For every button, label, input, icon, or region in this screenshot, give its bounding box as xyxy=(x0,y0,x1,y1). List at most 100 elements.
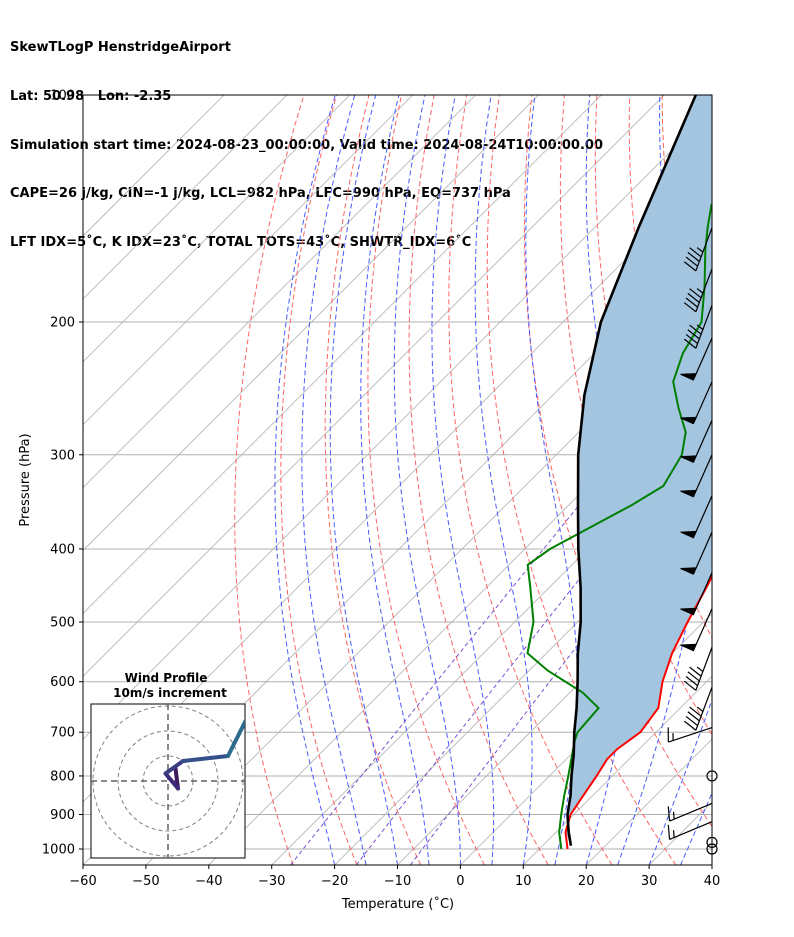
wind-barb-staff xyxy=(692,572,713,615)
wind-barb-staff xyxy=(695,227,713,272)
hodograph-subtitle: 10m/s increment xyxy=(113,686,227,700)
y-tick-label: 400 xyxy=(50,542,75,557)
wind-barb-full xyxy=(683,302,697,313)
wind-barb-staff xyxy=(695,647,713,691)
wind-barb-half xyxy=(672,830,675,838)
wind-barb-flag xyxy=(680,530,697,539)
temperature-line xyxy=(564,574,712,850)
wind-barb-flag xyxy=(680,416,697,425)
isotherm-line xyxy=(83,95,602,614)
isotherm-line xyxy=(334,487,712,865)
wind-barb-staff xyxy=(692,454,713,498)
dry-adiabat xyxy=(523,95,712,828)
wind-barb-half xyxy=(672,811,675,820)
y-axis: 100 200 300 400 500 600 700 800 900 1000 xyxy=(42,89,83,858)
x-tick-label: −20 xyxy=(321,874,348,889)
wind-barb-half xyxy=(696,324,704,331)
wind-barb-full xyxy=(683,261,697,272)
time-line: Simulation start time: 2024-08-23_00:00:… xyxy=(10,137,603,153)
wind-barb-full xyxy=(683,338,697,349)
wind-barb-flag xyxy=(680,567,697,575)
x-tick-label: 10 xyxy=(515,874,532,889)
moist-adiabat xyxy=(393,95,461,865)
isotherm-line xyxy=(83,95,351,363)
y-axis-label: Pressure (hPa) xyxy=(18,433,33,526)
dry-adiabat xyxy=(280,95,358,865)
hodograph-segment xyxy=(248,674,263,717)
wind-barb-full xyxy=(683,720,697,731)
wind-barb-full xyxy=(689,288,702,299)
wind-barb-full xyxy=(685,297,698,308)
dry-adiabat xyxy=(727,95,794,865)
moist-adiabat xyxy=(301,95,367,865)
wind-barb-staff xyxy=(692,608,713,651)
parcel-line xyxy=(566,95,697,846)
dry-adiabat xyxy=(367,95,485,865)
hodograph-inset: Wind Profile 10m/s increment xyxy=(90,589,294,859)
wind-barb-full xyxy=(689,706,702,717)
wind-barb-flag xyxy=(680,455,697,463)
isotherm-line xyxy=(775,95,794,865)
cape-shading xyxy=(565,95,712,846)
hodograph-trace xyxy=(163,589,294,791)
wind-barb-staff xyxy=(695,686,713,731)
x-tick-label: 20 xyxy=(578,874,595,889)
dry-adiabat xyxy=(234,95,305,865)
hodograph-segment xyxy=(163,771,180,791)
dry-adiabat xyxy=(324,95,422,865)
x-tick-label: −40 xyxy=(195,874,222,889)
wind-barb-half xyxy=(696,247,704,253)
cape-line: CAPE=26 j/kg, CIN=-1 j/kg, LCL=982 hPa, … xyxy=(10,186,511,202)
y-tick-label: 1000 xyxy=(42,843,75,858)
moist-adiabat xyxy=(617,95,699,865)
moist-adiabat xyxy=(525,95,578,865)
y-tick-label: 700 xyxy=(50,726,75,741)
isotherm-line xyxy=(397,549,712,865)
y-tick-label: 900 xyxy=(50,808,75,823)
moist-adiabat xyxy=(274,95,336,865)
y-tick-label: 800 xyxy=(50,769,75,784)
isotherm-line xyxy=(83,109,712,740)
dry-adiabat xyxy=(559,95,712,736)
y-tick-label: 200 xyxy=(50,315,75,330)
wind-barb-full xyxy=(667,806,671,822)
profiles xyxy=(526,95,712,850)
wind-barb-full xyxy=(685,256,698,267)
moist-adiabat xyxy=(680,791,712,865)
wind-barb-half xyxy=(696,706,704,712)
wind-barb-staff xyxy=(669,802,713,822)
location-line: Lat: 50.98 Lon: -2.35 xyxy=(10,89,172,105)
moist-adiabat xyxy=(360,95,430,865)
isotherm-line xyxy=(271,424,712,865)
dry-adiabat xyxy=(448,95,613,865)
isotherm-line xyxy=(83,95,476,489)
hodograph-segment xyxy=(276,589,294,599)
x-tick-label: 30 xyxy=(641,874,658,889)
isotherm-line xyxy=(145,298,712,865)
moist-adiabat xyxy=(711,863,712,865)
wind-barb-staff xyxy=(692,337,713,381)
wind-barb-staff xyxy=(692,381,713,424)
wind-barb-full xyxy=(689,247,702,258)
x-axis-label: Temperature (˚C) xyxy=(341,896,454,912)
wind-barb-flag xyxy=(680,643,697,652)
wind-barb-flag xyxy=(680,489,697,498)
x-tick-label: 40 xyxy=(704,874,721,889)
y-tick-label: 300 xyxy=(50,448,75,463)
y-tick-label: 100 xyxy=(50,89,75,104)
wind-barb-full xyxy=(685,333,698,345)
moist-adiabat xyxy=(648,698,712,865)
wind-barb-full xyxy=(687,711,700,722)
wind-barb-staff xyxy=(695,304,713,349)
wind-barb-flag xyxy=(680,607,697,616)
x-tick-label: −30 xyxy=(258,874,285,889)
hodograph-segment xyxy=(256,594,276,599)
moist-adiabat xyxy=(474,95,533,865)
wind-barb-full xyxy=(689,666,702,677)
isotherm-line xyxy=(523,675,712,865)
wind-barb-staff xyxy=(669,821,713,840)
y-tick-label: 500 xyxy=(50,616,75,631)
chart-title: SkewTLogP HenstridgeAirport xyxy=(10,40,231,56)
isotherm-line xyxy=(83,95,665,677)
wind-barb-full xyxy=(687,292,700,303)
